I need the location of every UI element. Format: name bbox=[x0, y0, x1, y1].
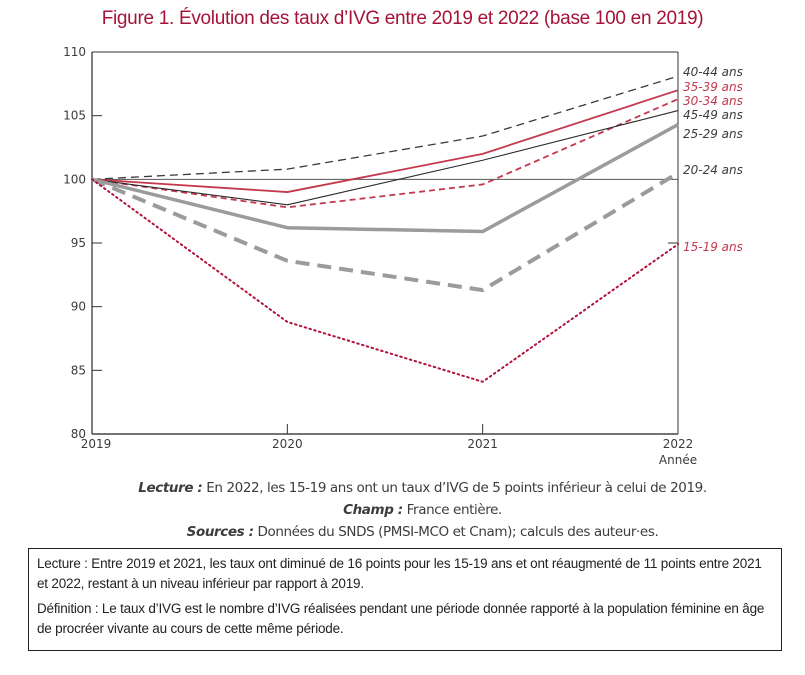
y-tick-label: 100 bbox=[63, 172, 86, 186]
line-chart: 80 85 90 95 100 105 110 2019 2020 2021 2022 Année 4… bbox=[63, 45, 743, 467]
series-label: 45-49 ans bbox=[683, 108, 743, 122]
y-tick-label: 105 bbox=[63, 109, 86, 123]
y-tick-label: 95 bbox=[71, 236, 86, 250]
series-line-30-34-ans bbox=[91, 98, 679, 209]
series-label: 35-39 ans bbox=[683, 80, 743, 94]
x-tick-label: 2021 bbox=[467, 437, 498, 451]
series-line-15-19-ans bbox=[91, 178, 679, 383]
note-lecture-label: Lecture : bbox=[138, 480, 203, 496]
note-lecture: Lecture : En 2022, les 15-19 ans ont un … bbox=[0, 480, 805, 496]
note-sources-label: Sources : bbox=[186, 524, 254, 540]
note-sources-text: Données du SNDS (PMSI-MCO et Cnam); calc… bbox=[253, 524, 659, 540]
chart-title: Figure 1. Évolution des taux d’IVG entre… bbox=[101, 8, 704, 29]
series-label: 30-34 ans bbox=[683, 94, 743, 108]
series-label: 15-19 ans bbox=[683, 240, 743, 254]
series-line-40-44-ans bbox=[91, 75, 679, 180]
series-line-35-39-ans bbox=[91, 89, 679, 193]
y-tick-label: 80 bbox=[71, 427, 86, 441]
x-axis-title: Année bbox=[659, 453, 697, 467]
series-label: 20-24 ans bbox=[683, 163, 743, 177]
x-tick-label: 2019 bbox=[81, 437, 112, 451]
y-tick-label: 85 bbox=[71, 363, 86, 377]
series-line-20-24-ans bbox=[91, 171, 680, 293]
info-definition: Définition : Le taux d’IVG est le nombre… bbox=[37, 601, 765, 636]
chart-axes: 80 85 90 95 100 105 110 2019 2020 2021 2022 Année bbox=[63, 45, 697, 467]
note-champ-label: Champ : bbox=[343, 502, 403, 518]
x-tick-label: 2022 bbox=[663, 437, 694, 451]
note-champ: Champ : France entière. bbox=[0, 502, 805, 518]
y-tick-label: 110 bbox=[63, 45, 86, 59]
series-line-45-49-ans bbox=[91, 110, 679, 206]
info-lecture: Lecture : Entre 2019 et 2021, les taux o… bbox=[37, 556, 762, 591]
y-tick-label: 90 bbox=[71, 300, 86, 314]
series-label: 40-44 ans bbox=[683, 65, 743, 79]
note-lecture-text: En 2022, les 15-19 ans ont un taux d’IVG… bbox=[202, 480, 707, 496]
info-box: Lecture : Entre 2019 et 2021, les taux o… bbox=[28, 548, 782, 651]
note-sources: Sources : Données du SNDS (PMSI-MCO et C… bbox=[0, 524, 805, 540]
x-tick-label: 2020 bbox=[272, 437, 303, 451]
series-layer bbox=[91, 75, 680, 383]
series-label: 25-29 ans bbox=[683, 127, 743, 141]
note-champ-text: France entière. bbox=[402, 502, 503, 518]
series-line-25-29-ans bbox=[91, 123, 679, 234]
